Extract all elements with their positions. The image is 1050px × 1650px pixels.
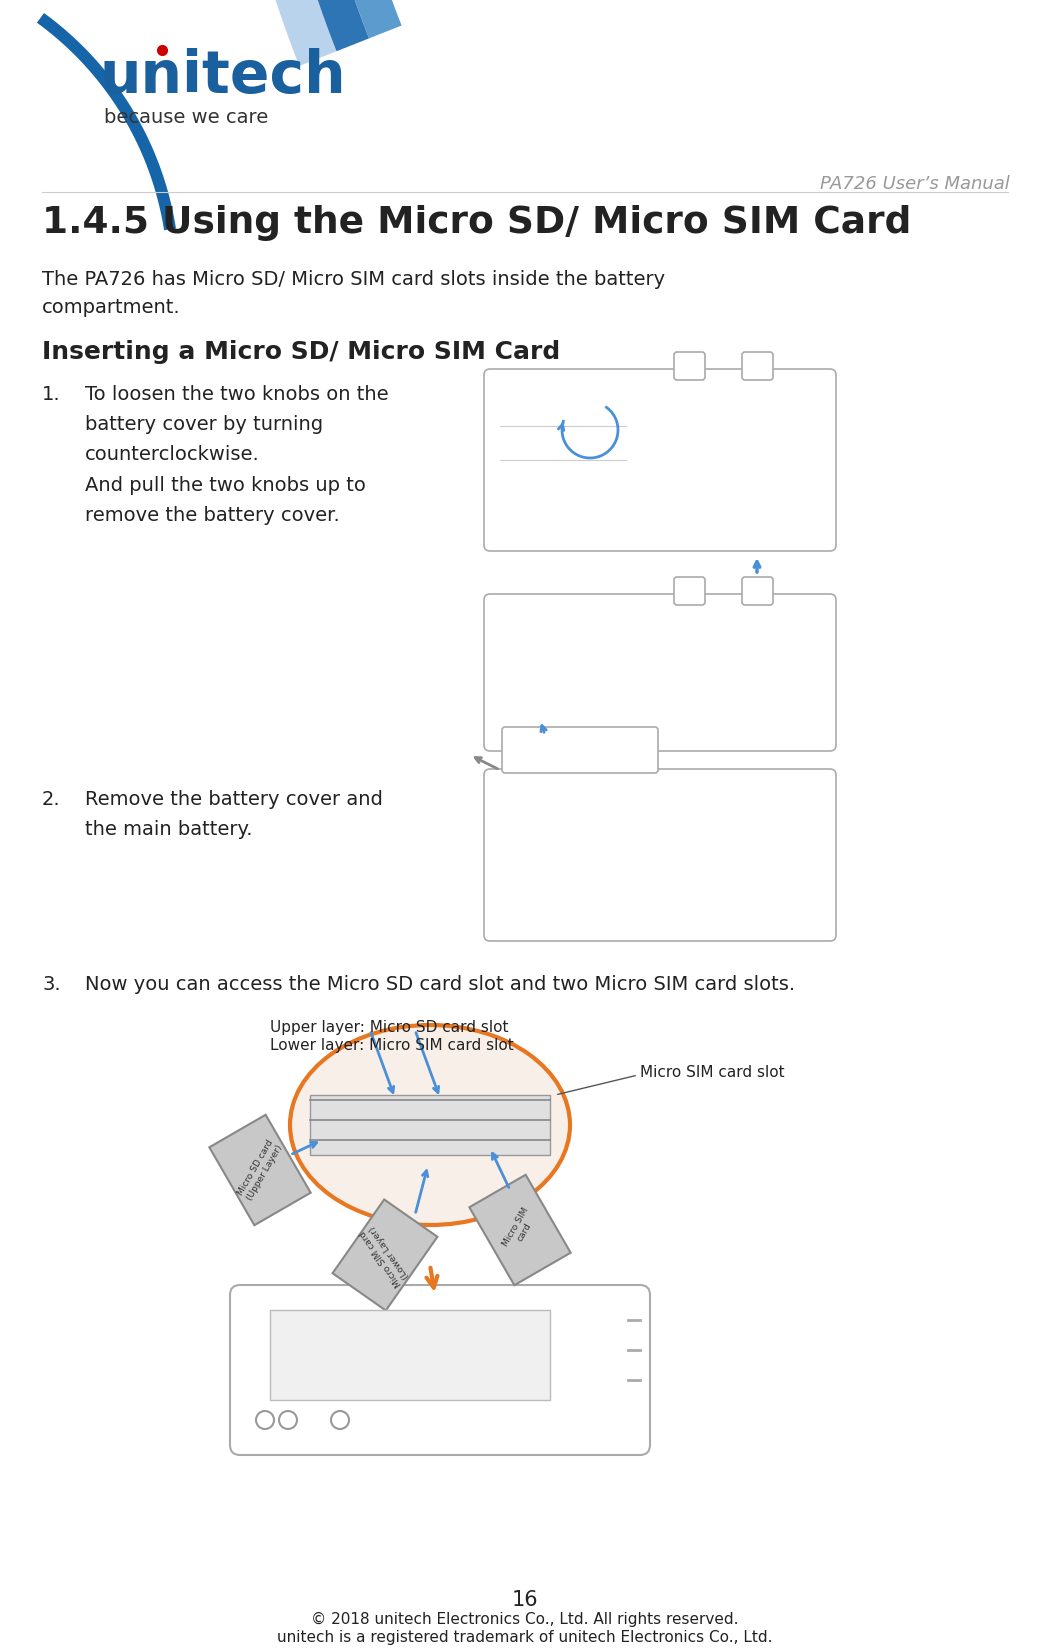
FancyBboxPatch shape	[484, 370, 836, 551]
Text: 2.: 2.	[42, 790, 61, 808]
FancyBboxPatch shape	[484, 769, 836, 940]
Polygon shape	[209, 1115, 311, 1226]
Text: Upper layer: Micro SD card slot: Upper layer: Micro SD card slot	[270, 1020, 508, 1035]
Polygon shape	[260, 0, 962, 51]
Text: Micro SD card
(Upper Layer): Micro SD card (Upper Layer)	[236, 1138, 285, 1201]
Circle shape	[256, 1411, 274, 1429]
Polygon shape	[333, 1200, 438, 1310]
Bar	[310, 1096, 550, 1155]
Text: 1.4.5 Using the Micro SD/ Micro SIM Card: 1.4.5 Using the Micro SD/ Micro SIM Card	[42, 205, 911, 241]
Text: Now you can access the Micro SD card slot and two Micro SIM card slots.: Now you can access the Micro SD card slo…	[85, 975, 795, 993]
Text: Lower layer: Micro SIM card slot: Lower layer: Micro SIM card slot	[270, 1038, 513, 1053]
FancyBboxPatch shape	[742, 578, 773, 606]
Text: 1.: 1.	[42, 384, 61, 404]
Text: Micro SIM card slot: Micro SIM card slot	[640, 1064, 784, 1081]
Text: unitech: unitech	[100, 48, 346, 106]
Circle shape	[331, 1411, 349, 1429]
Text: 3.: 3.	[42, 975, 61, 993]
Text: PA726 User’s Manual: PA726 User’s Manual	[820, 175, 1010, 193]
FancyBboxPatch shape	[502, 728, 658, 772]
Text: Micro SIM
card: Micro SIM card	[501, 1206, 540, 1254]
FancyBboxPatch shape	[230, 1285, 650, 1455]
Text: To loosen the two knobs on the
battery cover by turning
counterclockwise.
And pu: To loosen the two knobs on the battery c…	[85, 384, 388, 525]
Polygon shape	[220, 0, 949, 66]
FancyBboxPatch shape	[674, 578, 705, 606]
Circle shape	[279, 1411, 297, 1429]
Text: 16: 16	[511, 1591, 539, 1610]
FancyBboxPatch shape	[674, 351, 705, 380]
Text: © 2018 unitech Electronics Co., Ltd. All rights reserved.: © 2018 unitech Electronics Co., Ltd. All…	[311, 1612, 739, 1627]
FancyBboxPatch shape	[742, 351, 773, 380]
FancyBboxPatch shape	[484, 594, 836, 751]
Text: unitech is a registered trademark of unitech Electronics Co., Ltd.: unitech is a registered trademark of uni…	[277, 1630, 773, 1645]
Text: The PA726 has Micro SD/ Micro SIM card slots inside the battery
compartment.: The PA726 has Micro SD/ Micro SIM card s…	[42, 271, 665, 317]
Bar	[270, 1310, 550, 1399]
Polygon shape	[295, 0, 974, 38]
Text: because we care: because we care	[104, 107, 268, 127]
Text: Remove the battery cover and
the main battery.: Remove the battery cover and the main ba…	[85, 790, 383, 840]
Text: Micro SIM card
(Lower Layer): Micro SIM card (Lower Layer)	[358, 1223, 412, 1287]
Polygon shape	[469, 1175, 570, 1285]
Text: Inserting a Micro SD/ Micro SIM Card: Inserting a Micro SD/ Micro SIM Card	[42, 340, 561, 365]
Ellipse shape	[290, 1025, 570, 1224]
Polygon shape	[37, 13, 176, 231]
